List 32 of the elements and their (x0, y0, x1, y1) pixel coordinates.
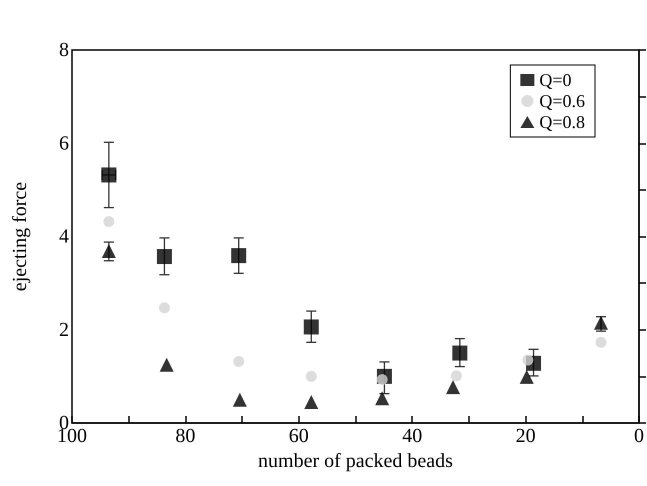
point (304, 395, 318, 410)
point (596, 336, 607, 348)
point (156, 249, 172, 264)
y-tick-label: 4 (59, 226, 69, 248)
y-tick-label: 6 (59, 132, 69, 154)
x-tick-label: 80 (175, 425, 196, 447)
point (158, 302, 170, 314)
point (306, 370, 317, 382)
point (231, 248, 246, 264)
x-tick-label: 40 (402, 425, 422, 447)
y-tick-label: 2 (59, 318, 69, 341)
point (522, 354, 534, 366)
point (450, 370, 462, 382)
point (446, 380, 460, 394)
y-tick-label: 8 (59, 39, 69, 61)
x-tick-label: 20 (516, 425, 536, 447)
point (520, 370, 534, 384)
legend-label: Q=0.8 (539, 112, 586, 132)
y-axis-title: ejecting force (9, 182, 31, 292)
point (452, 346, 468, 361)
point (233, 356, 244, 367)
x-axis-title: number of packed beads (258, 450, 454, 472)
legend-label: Q=0.6 (539, 91, 586, 111)
legend-label: Q=0 (539, 70, 572, 90)
point (102, 244, 116, 258)
point (232, 392, 247, 407)
point (103, 216, 114, 228)
point (160, 358, 174, 372)
x-tick-label: 0 (634, 425, 644, 447)
point (375, 391, 390, 406)
x-tick-label: 60 (288, 425, 309, 447)
point (304, 319, 319, 334)
